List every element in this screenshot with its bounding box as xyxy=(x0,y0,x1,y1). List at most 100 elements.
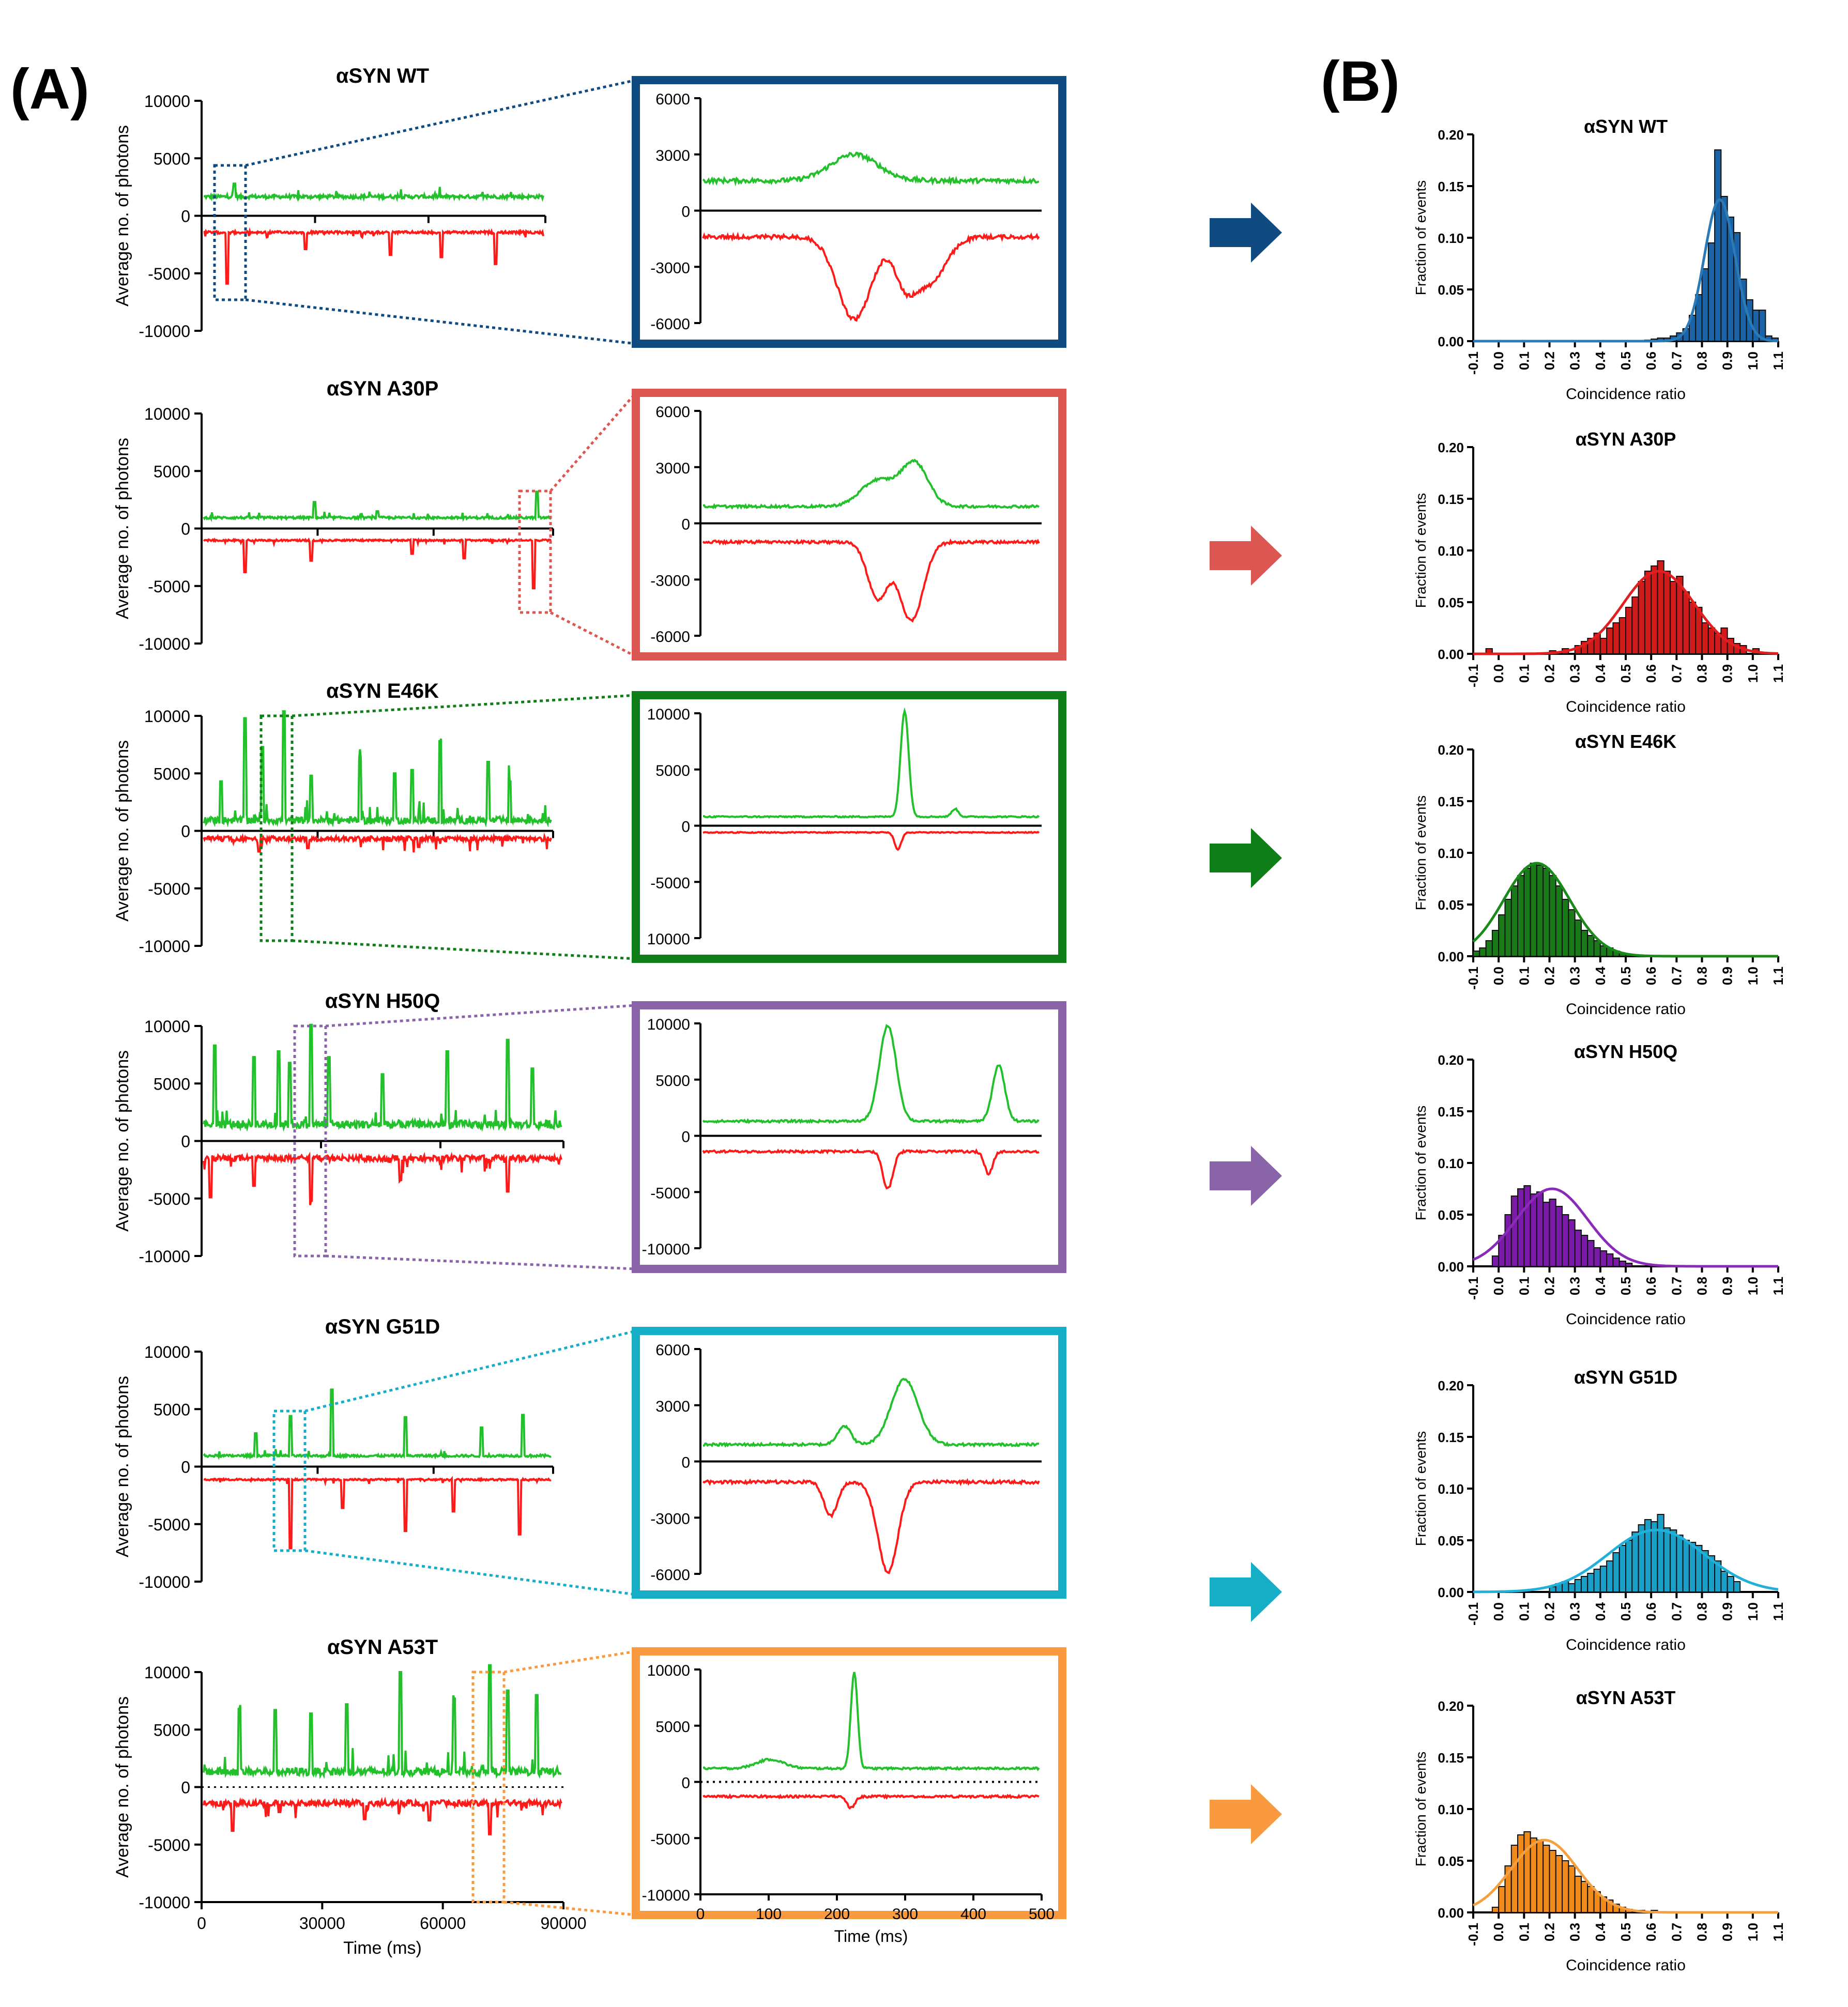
hist-bar xyxy=(1587,1240,1595,1267)
hist-y-tick-label: 0.05 xyxy=(1438,1533,1464,1549)
trace-y-tick-label: -5000 xyxy=(148,1190,190,1208)
hist-y-tick-label: 0.00 xyxy=(1438,949,1464,964)
hist-bar xyxy=(1657,560,1664,654)
hist-x-tick-label: 0.5 xyxy=(1618,1602,1633,1621)
hist-bar xyxy=(1580,1576,1589,1592)
hist-bar xyxy=(1612,1258,1620,1267)
hist-bar xyxy=(1580,1235,1589,1267)
hist-bar xyxy=(1562,1860,1569,1913)
hist-bar xyxy=(1599,1250,1608,1267)
hist-bar xyxy=(1491,1255,1500,1267)
hist-bar xyxy=(1593,1247,1601,1267)
hist-bar xyxy=(1517,1834,1525,1913)
connector-line xyxy=(503,1901,636,1917)
hist-y-tick-label: 0.20 xyxy=(1438,1698,1464,1714)
hist-title: αSYN A53T xyxy=(1576,1687,1676,1708)
arrow-icon xyxy=(1210,1146,1282,1206)
zoom-y-tick-label: -10000 xyxy=(642,1887,690,1904)
trace-y-tick-label: 10000 xyxy=(144,405,190,423)
zoom-green-trace xyxy=(702,1377,1040,1448)
zoom-y-tick-label: 10000 xyxy=(647,1016,690,1033)
hist-x-tick-label: 0.3 xyxy=(1567,1277,1583,1295)
hist-bar xyxy=(1549,1199,1556,1267)
hist-x-tick-label: 0.0 xyxy=(1491,351,1506,370)
panel-label-b: (B) xyxy=(1321,50,1400,113)
zoom-green-trace xyxy=(702,1672,1040,1771)
hist-x-tick-label: 1.1 xyxy=(1770,967,1786,985)
zoom-y-tick-label: -5000 xyxy=(650,1831,690,1848)
hist-x-tick-label: -0.1 xyxy=(1465,1923,1481,1946)
hist-bar xyxy=(1663,571,1671,654)
hist-bar xyxy=(1599,945,1608,957)
arrow-icon xyxy=(1210,828,1282,888)
selection-box xyxy=(471,1671,506,1904)
connector-line xyxy=(304,1549,636,1596)
hist-bar xyxy=(1587,935,1595,957)
hist-x-tick-label: 0.5 xyxy=(1618,351,1633,370)
hist-y-tick-label: 0.00 xyxy=(1438,334,1464,349)
hist-bar xyxy=(1498,1886,1506,1913)
trace-y-tick-label: 0 xyxy=(181,1458,190,1477)
hist-bar xyxy=(1651,565,1658,654)
hist-x-tick-label: 0.5 xyxy=(1618,1277,1633,1295)
trace-y-label: Average no. of photons xyxy=(113,1050,132,1232)
hist-bar xyxy=(1612,622,1620,654)
hist-bar xyxy=(1574,1876,1582,1913)
trace-y-label: Average no. of photons xyxy=(113,125,132,307)
hist-bar xyxy=(1517,875,1525,957)
hist-x-tick-label: 0.5 xyxy=(1618,664,1633,683)
variant-row: αSYN G51D 10000 5000 0 -5000 -10000 Average no… xyxy=(113,1315,1786,1653)
hist-x-tick-label: 0.1 xyxy=(1516,1602,1532,1621)
hist-x-tick-label: 0.9 xyxy=(1720,664,1735,683)
hist-y-label: Fraction of events xyxy=(1413,493,1429,608)
zoom-y-tick-label: 6000 xyxy=(655,404,690,421)
zoom-y-tick-label: -3000 xyxy=(650,572,690,589)
hist-x-tick-label: 1.0 xyxy=(1745,1923,1761,1941)
hist-bar xyxy=(1568,1219,1576,1267)
hist-bar xyxy=(1523,868,1531,957)
hist-bar xyxy=(1707,627,1716,654)
hist-bar xyxy=(1720,1571,1728,1592)
hist-x-tick-label: 1.1 xyxy=(1770,1923,1786,1941)
hist-x-tick-label: 0.7 xyxy=(1669,1277,1684,1295)
trace-y-tick-label: -10000 xyxy=(139,1573,190,1591)
hist-fit-curve xyxy=(1473,198,1779,343)
arrow-icon xyxy=(1210,526,1282,586)
hist-y-tick-label: 0.20 xyxy=(1438,127,1464,143)
hist-y-tick-label: 0.15 xyxy=(1438,1430,1464,1445)
trace-y-label: Average no. of photons xyxy=(113,438,132,619)
hist-bar xyxy=(1562,1214,1569,1267)
zoom-green-trace xyxy=(702,707,1040,819)
hist-bar xyxy=(1542,1845,1550,1913)
trace-title: αSYN A53T xyxy=(327,1636,438,1659)
hist-x-tick-label: 0.7 xyxy=(1669,1923,1684,1941)
trace-x-tick-label: 60000 xyxy=(420,1914,466,1933)
hist-bar xyxy=(1555,885,1563,957)
panel-label-a: (A) xyxy=(10,57,89,121)
hist-bar xyxy=(1625,607,1633,654)
connector-line xyxy=(549,392,637,492)
trace-y-tick-label: 5000 xyxy=(154,462,190,481)
zoom-y-tick-label: 3000 xyxy=(655,147,690,164)
connector-line xyxy=(549,611,637,658)
selection-box xyxy=(272,1410,307,1552)
hist-bar xyxy=(1574,920,1582,957)
zoom-red-trace xyxy=(702,830,1040,851)
zoom-y-tick-label: 3000 xyxy=(655,1398,690,1415)
trace-y-tick-label: 5000 xyxy=(154,764,190,783)
zoom-y-tick-label: 0 xyxy=(681,1775,690,1792)
zoom-y-tick-label: 5000 xyxy=(655,1073,690,1090)
hist-title: αSYN A30P xyxy=(1576,428,1676,450)
hist-x-tick-label: 0.2 xyxy=(1542,1602,1557,1621)
zoom-y-tick-label: -3000 xyxy=(650,259,690,277)
zoom-y-tick-label: -10000 xyxy=(642,1241,690,1258)
zoom-frame xyxy=(632,76,1066,348)
trace-title: αSYN WT xyxy=(336,65,429,87)
hist-y-label: Fraction of events xyxy=(1413,795,1429,911)
hist-x-tick-label: 0.4 xyxy=(1593,1276,1608,1295)
hist-y-tick-label: 0.20 xyxy=(1438,440,1464,455)
hist-x-tick-label: 0.1 xyxy=(1516,664,1532,683)
zoom-y-tick-label: 0 xyxy=(681,1129,690,1146)
hist-bar xyxy=(1727,1576,1734,1592)
hist-y-tick-label: 0.10 xyxy=(1438,543,1464,559)
